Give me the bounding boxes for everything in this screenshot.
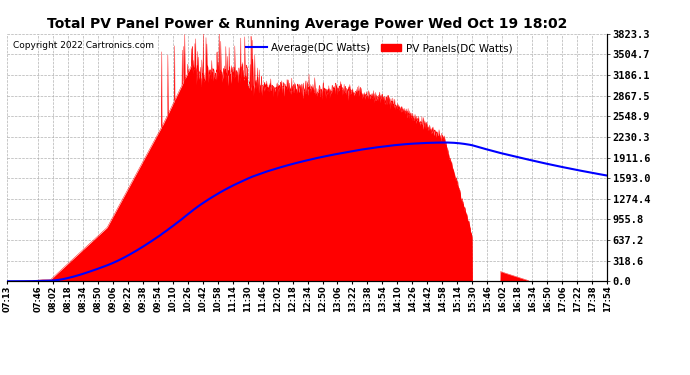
Title: Total PV Panel Power & Running Average Power Wed Oct 19 18:02: Total PV Panel Power & Running Average P… [47,17,567,31]
Text: Copyright 2022 Cartronics.com: Copyright 2022 Cartronics.com [13,41,154,50]
Legend: Average(DC Watts), PV Panels(DC Watts): Average(DC Watts), PV Panels(DC Watts) [241,39,516,57]
